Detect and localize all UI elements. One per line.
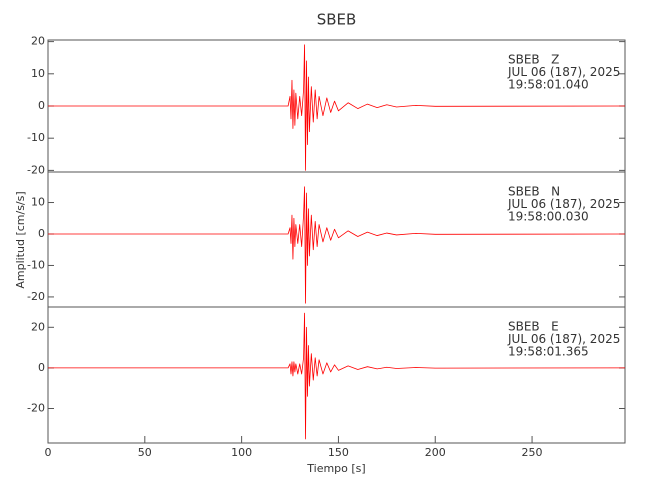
- y-tick-label: -20: [27, 401, 45, 414]
- plot-frame: [47, 306, 626, 444]
- annotation: JUL 06 (187), 2025: [507, 332, 620, 346]
- annotation: 19:58:00.030: [508, 210, 589, 224]
- annotation: 19:58:01.365: [508, 345, 589, 359]
- waveform: [48, 44, 626, 171]
- annotation: JUL 06 (187), 2025: [507, 65, 620, 79]
- annotation: SBEB E: [508, 320, 559, 334]
- x-tick-label: 250: [522, 446, 543, 459]
- x-tick-label: 100: [231, 446, 252, 459]
- annotation: SBEB N: [508, 185, 560, 199]
- annotation: JUL 06 (187), 2025: [507, 197, 620, 211]
- annotation: 19:58:01.040: [508, 78, 589, 92]
- y-tick-label: -20: [27, 290, 45, 303]
- y-tick-label: 0: [38, 361, 45, 374]
- y-axis-label: Amplitud [cm/s/s]: [14, 191, 27, 288]
- y-tick-label: 20: [31, 320, 45, 333]
- y-tick-label: 10: [31, 67, 45, 80]
- x-tick-label: 200: [425, 446, 446, 459]
- annotation: SBEB Z: [508, 53, 559, 67]
- x-tick-label: 50: [138, 446, 152, 459]
- y-tick-label: -10: [27, 258, 45, 271]
- waveform: [48, 312, 626, 440]
- y-tick-label: 10: [31, 196, 45, 209]
- y-tick-label: 0: [38, 227, 45, 240]
- chart-title: SBEB: [317, 11, 357, 29]
- y-tick-label: 0: [38, 99, 45, 112]
- x-axis-label: Tiempo [s]: [306, 462, 365, 475]
- y-tick-label: -20: [27, 163, 45, 176]
- x-tick-label: 0: [45, 446, 52, 459]
- y-tick-label: -10: [27, 131, 45, 144]
- y-tick-label: 20: [31, 35, 45, 48]
- waveform: [48, 186, 626, 304]
- x-tick-label: 150: [328, 446, 349, 459]
